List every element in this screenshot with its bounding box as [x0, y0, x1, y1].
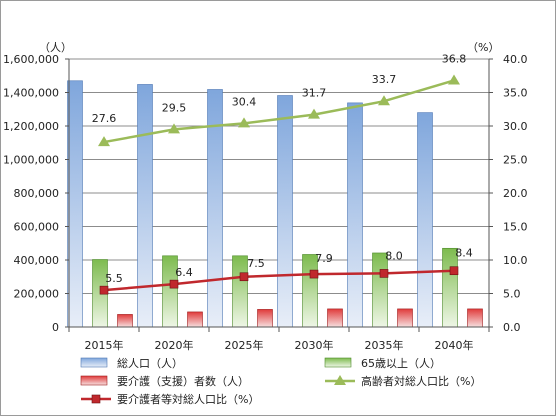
legend-label: 要介護（支援）者数（人） — [117, 374, 249, 388]
data-label-1: 5.5 — [105, 272, 123, 285]
series-line-1 — [103, 269, 455, 292]
y-right-tick-label: 35.0 — [503, 87, 528, 100]
y-left-tick-label: 1,400,000 — [3, 87, 59, 100]
legend-marker — [334, 375, 346, 385]
data-label-1: 6.4 — [175, 266, 193, 279]
point-1 — [239, 272, 249, 282]
legend-label: 65歳以上（人） — [361, 357, 441, 370]
data-label-1: 7.9 — [315, 252, 333, 265]
point-0 — [238, 117, 250, 128]
data-label-0: 29.5 — [162, 101, 187, 114]
legend-label: 要介護者等対総人口比（%） — [117, 392, 259, 406]
point-1 — [379, 269, 389, 278]
y-left-tick-label: 1,200,000 — [3, 120, 59, 133]
point-0 — [168, 123, 180, 134]
legend-swatch — [80, 375, 108, 386]
data-label-0: 36.8 — [442, 52, 467, 65]
bar-0 — [137, 84, 153, 328]
data-label-1: 7.5 — [247, 257, 265, 270]
y-left-tick-label: 200,000 — [14, 288, 60, 301]
x-tick-label: 2040年 — [435, 338, 474, 352]
point-0 — [448, 74, 460, 85]
legend-swatch — [324, 357, 352, 368]
bar-0 — [67, 80, 83, 328]
x-tick-label: 2020年 — [155, 338, 194, 352]
legend-item: 65歳以上（人） — [324, 357, 441, 370]
x-tick-label: 2030年 — [295, 338, 334, 352]
bar-0 — [277, 95, 293, 328]
axes: 0 200,000 400,000 600,000 800,000 1,000,000 1,… — [3, 41, 527, 352]
legend-label: 高齢者対総人口比（%） — [361, 374, 481, 388]
y-right-tick-label: 10.0 — [503, 254, 528, 267]
legend-label: 総人口（人） — [117, 356, 183, 370]
point-1 — [99, 285, 109, 295]
bar-0 — [347, 102, 363, 328]
y-left-unit-label: （人） — [39, 41, 72, 54]
y-left-tick-label: 1,600,000 — [3, 53, 59, 66]
y-right-tick-label: 40.0 — [503, 53, 528, 66]
legend-swatch — [80, 357, 108, 368]
line-series — [98, 74, 460, 295]
y-right-tick-label: 5.0 — [503, 288, 521, 301]
bar-1 — [442, 247, 458, 328]
y-left-tick-label: 0 — [52, 321, 59, 334]
data-label-0: 30.4 — [232, 95, 257, 108]
y-left-tick-label: 600,000 — [14, 221, 60, 234]
point-1 — [169, 279, 179, 289]
bar-0 — [417, 112, 433, 328]
point-0 — [98, 136, 110, 147]
x-tick-label: 2035年 — [365, 338, 404, 352]
bar-2 — [187, 311, 203, 328]
data-label-1: 8.0 — [385, 249, 403, 262]
bar-2 — [397, 308, 413, 328]
point-0 — [378, 95, 390, 106]
y-right-tick-label: 30.0 — [503, 120, 528, 133]
legend-item: 要介護者等対総人口比（%） — [81, 392, 259, 406]
y-left-tick-label: 400,000 — [14, 254, 60, 267]
legend: 総人口（人） 65歳以上（人） 要介護（支援）者数（人） 高齢者対総人口比（%） 要介護… — [80, 356, 481, 406]
bar-1 — [372, 252, 388, 328]
series-line-0 — [103, 79, 455, 144]
data-label-0: 27.6 — [92, 112, 117, 125]
legend-item: 総人口（人） — [80, 356, 183, 370]
y-right-tick-label: 25.0 — [503, 154, 528, 167]
y-left-tick-label: 800,000 — [14, 187, 60, 200]
bar-2 — [257, 309, 273, 328]
bar-2 — [467, 308, 483, 328]
legend-item: 高齢者対総人口比（%） — [325, 374, 481, 388]
y-right-tick-label: 15.0 — [503, 221, 528, 234]
y-right-tick-label: 20.0 — [503, 187, 528, 200]
legend-item: 要介護（支援）者数（人） — [80, 374, 249, 388]
data-label-1: 8.4 — [455, 247, 473, 260]
bar-2 — [327, 308, 343, 328]
legend-marker — [91, 394, 101, 404]
data-labels: 27.6 29.5 30.4 31.7 33.7 36.8 5.5 6.4 7.5 7.9 8.0 8… — [92, 52, 473, 285]
point-0 — [308, 108, 320, 119]
y-left-tick-label: 1,000,000 — [3, 154, 59, 167]
y-right-unit-label: （%） — [467, 41, 499, 54]
y-right-tick-label: 0.0 — [503, 321, 521, 334]
data-label-0: 33.7 — [372, 73, 397, 86]
bar-1 — [232, 255, 248, 328]
point-1 — [449, 266, 459, 276]
x-tick-label: 2025年 — [225, 338, 264, 352]
point-1 — [309, 269, 319, 279]
bar-2 — [117, 314, 133, 328]
data-label-0: 31.7 — [302, 87, 327, 100]
bar-1 — [302, 254, 318, 328]
bars — [67, 80, 483, 328]
x-tick-label: 2015年 — [85, 338, 124, 352]
